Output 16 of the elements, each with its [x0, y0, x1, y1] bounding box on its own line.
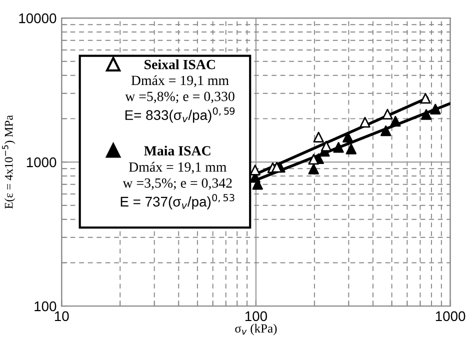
- y-tick-label: 10000: [19, 13, 56, 24]
- annotation: E = 737(σ$_{v}$/pa)$^{0,53}$: [120, 194, 234, 210]
- legend-label: Seixal ISAC: [144, 59, 215, 70]
- y-tick-label: 1000: [26, 157, 56, 168]
- x-tick-label: 10: [54, 311, 69, 322]
- annotation: E= 833(σ$_{v}$/pa)$^{0,59}$: [125, 107, 235, 123]
- legend-label: Maia ISAC: [144, 146, 210, 156]
- x-axis-title: σ$_{v}$ (kPa): [235, 324, 277, 336]
- annotation: Dmáx = 19,1 mm: [128, 162, 226, 174]
- y-axis-title: E(ε = 4x10$^{−5}$) MPa: [2, 115, 16, 209]
- annotation: w =3,5%; e = 0,342: [122, 178, 232, 190]
- annotation: w =5,8%; e = 0,330: [125, 92, 234, 104]
- y-tick-label: 100: [34, 301, 56, 312]
- x-tick-label: 1000: [436, 311, 466, 322]
- x-tick-label: 100: [245, 311, 268, 322]
- annotation: Dmáx = 19,1 mm: [131, 75, 229, 88]
